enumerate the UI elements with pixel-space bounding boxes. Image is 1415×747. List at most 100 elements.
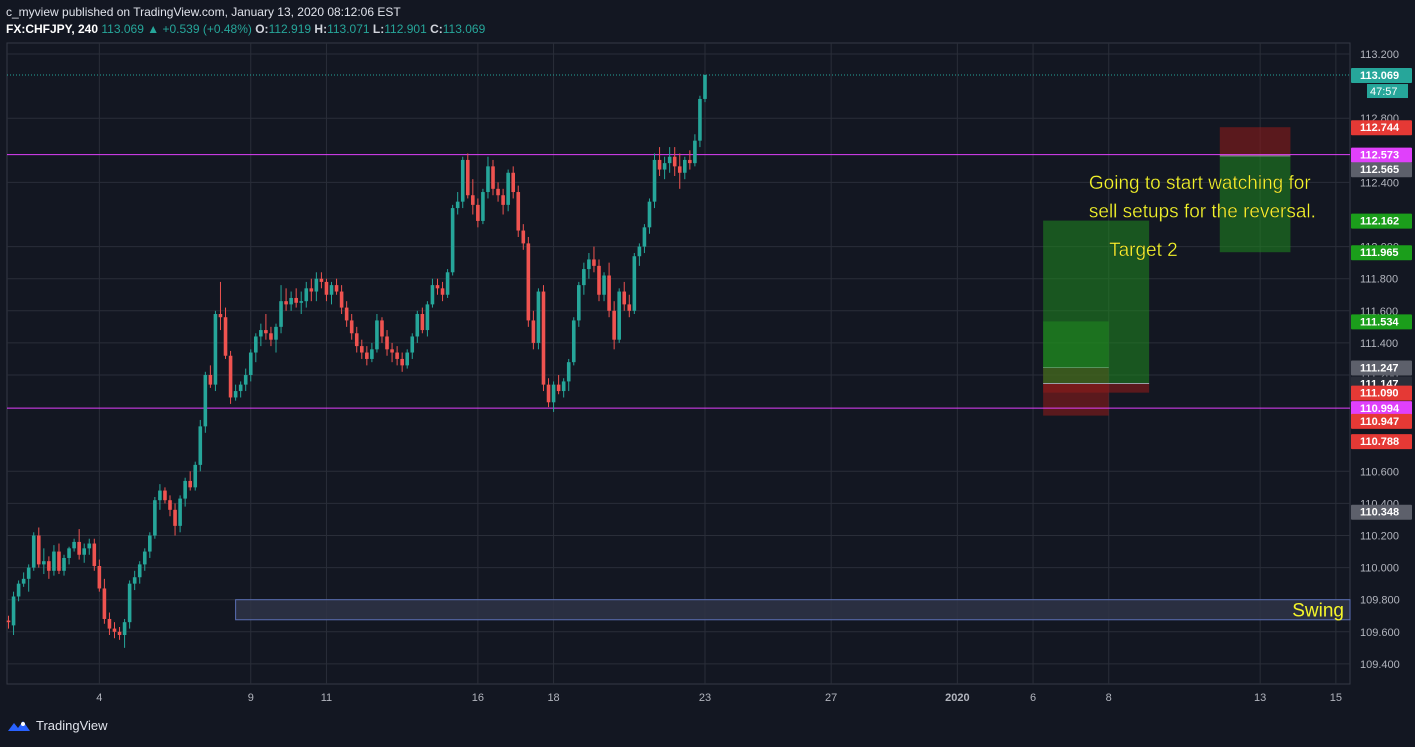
candle-body xyxy=(395,352,399,359)
candle-body xyxy=(238,384,243,392)
candle-body xyxy=(445,272,450,295)
x-tick-label: 6 xyxy=(1030,692,1036,704)
candle-body xyxy=(450,208,455,273)
last-price-value: 113.069 xyxy=(101,22,144,36)
price-axis-label[interactable] xyxy=(1351,314,1412,330)
long-2-target-zone[interactable] xyxy=(1043,220,1150,384)
short-1-target-zone[interactable] xyxy=(1219,155,1291,253)
price-axis-label[interactable] xyxy=(1351,213,1412,229)
candle-body xyxy=(587,259,591,270)
candle-body xyxy=(198,426,203,465)
candle-body xyxy=(632,256,637,311)
brand-name: TradingView xyxy=(36,718,108,733)
candle-body xyxy=(259,330,263,337)
high-label: H: xyxy=(314,22,328,36)
candle-body xyxy=(77,541,81,555)
ohlc-legend: FX:CHFJPY, 240 113.069 ▲ +0.539 (+0.48%)… xyxy=(6,21,485,38)
low-value: 112.901 xyxy=(384,22,427,36)
price-axis-label[interactable] xyxy=(1351,162,1412,178)
swing-zone[interactable] xyxy=(235,599,1351,621)
price-axis-label[interactable] xyxy=(1351,413,1412,429)
close-value: 113.069 xyxy=(442,22,486,36)
candle-body xyxy=(299,301,304,303)
candle-body xyxy=(97,565,102,589)
price-axis-label[interactable] xyxy=(1351,434,1412,450)
candle-body xyxy=(47,561,51,571)
price-axis-label[interactable] xyxy=(1351,504,1412,520)
candle-body xyxy=(491,166,495,189)
price-axis-label[interactable] xyxy=(1351,147,1412,163)
candle-body xyxy=(526,243,531,321)
candle-body xyxy=(602,275,606,295)
candle-body xyxy=(223,317,228,356)
candle-body xyxy=(703,74,707,99)
price-axis-label[interactable] xyxy=(1351,360,1412,376)
chart-header: c_myview published on TradingView.com, J… xyxy=(6,4,485,38)
candle-body xyxy=(410,336,415,353)
candle-body xyxy=(521,230,526,244)
price-axis-label-text: 110.348 xyxy=(1360,507,1399,519)
price-axis-label[interactable] xyxy=(1351,245,1412,261)
candle-body xyxy=(183,480,187,499)
price-axis-label-text: 110.994 xyxy=(1360,403,1400,415)
candle-body xyxy=(546,384,551,403)
candle-body xyxy=(698,98,702,141)
short-1-stop-zone[interactable] xyxy=(1219,127,1291,156)
candle-body xyxy=(577,285,581,321)
candle-body xyxy=(324,281,329,295)
candle-body xyxy=(208,375,213,385)
price-axis-label-text: 112.744 xyxy=(1360,122,1400,134)
x-tick-label: 8 xyxy=(1106,692,1112,704)
candle-body xyxy=(92,543,97,566)
price-axis-label[interactable] xyxy=(1351,401,1412,417)
price-axis-label[interactable] xyxy=(1351,120,1412,136)
price-axis-label-text: 111.534 xyxy=(1360,316,1399,328)
candle-body xyxy=(551,384,556,403)
price-axis-label-text: 112.162 xyxy=(1360,216,1399,228)
y-tick-label: 110.000 xyxy=(1360,563,1399,575)
y-tick-label: 110.200 xyxy=(1360,531,1399,543)
candle-body xyxy=(21,578,26,584)
symbol-label[interactable]: FX:CHFJPY, 240 xyxy=(6,22,99,36)
price-axis-label[interactable] xyxy=(1351,68,1412,84)
candle-body xyxy=(622,291,627,305)
price-axis-label-text: 110.788 xyxy=(1360,436,1399,448)
candle-body xyxy=(385,336,389,350)
candle-body xyxy=(16,583,21,597)
candle-body xyxy=(112,628,117,632)
candle-body xyxy=(531,320,536,343)
candle-body xyxy=(415,314,420,337)
x-tick-label: 18 xyxy=(547,692,559,704)
change-value: +0.539 (+0.48%) xyxy=(162,22,252,36)
candle-body xyxy=(264,330,268,334)
candle-body xyxy=(405,352,410,366)
candle-body xyxy=(127,583,132,623)
candle-body xyxy=(390,349,394,353)
candle-body xyxy=(682,159,687,173)
x-tick-label: 15 xyxy=(1330,692,1342,704)
close-label: C: xyxy=(430,22,443,36)
publisher-name[interactable]: c_myview xyxy=(6,5,59,19)
candle-body xyxy=(693,140,697,164)
candle-body xyxy=(506,172,510,205)
footer-brand[interactable]: TradingView xyxy=(8,718,108,733)
candle-body xyxy=(511,172,515,193)
candle-body xyxy=(612,310,616,340)
candle-body xyxy=(334,285,339,292)
candle-body xyxy=(314,278,319,292)
candle-body xyxy=(158,490,162,501)
candle-body xyxy=(42,561,46,565)
x-tick-label: 9 xyxy=(248,692,254,704)
candle-body xyxy=(370,349,374,359)
candle-body xyxy=(597,265,601,295)
price-axis-label-text: 113.069 xyxy=(1360,70,1399,82)
y-tick-label: 113.200 xyxy=(1360,49,1399,61)
price-axis-label[interactable] xyxy=(1351,385,1412,401)
candle-body xyxy=(228,355,233,398)
candle-body xyxy=(233,391,238,398)
candle-body xyxy=(365,352,369,359)
y-tick-label: 111.400 xyxy=(1360,338,1398,350)
long-2-stop-zone[interactable] xyxy=(1043,383,1150,393)
candle-body xyxy=(561,381,566,392)
